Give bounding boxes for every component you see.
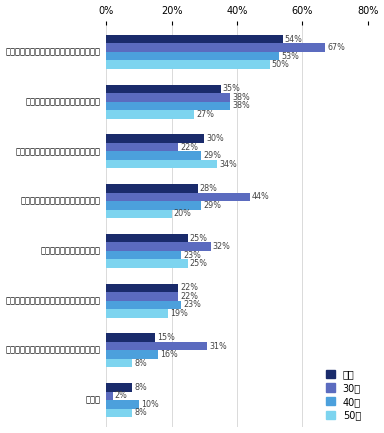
Text: 28%: 28%: [200, 184, 217, 193]
Text: 19%: 19%: [170, 309, 188, 318]
Text: 23%: 23%: [183, 251, 201, 260]
Text: 8%: 8%: [134, 359, 147, 368]
Text: 29%: 29%: [203, 151, 221, 160]
Text: 8%: 8%: [134, 408, 147, 417]
Bar: [106, 242, 211, 251]
Bar: [106, 359, 132, 367]
Bar: [106, 93, 230, 102]
Text: 31%: 31%: [209, 342, 227, 351]
Bar: [106, 110, 194, 119]
Text: 54%: 54%: [285, 35, 303, 44]
Text: 32%: 32%: [213, 242, 231, 251]
Bar: [106, 152, 201, 160]
Text: 22%: 22%: [180, 292, 198, 301]
Text: 29%: 29%: [203, 201, 221, 210]
Bar: [106, 201, 201, 210]
Text: 10%: 10%: [141, 400, 159, 409]
Bar: [106, 135, 204, 143]
Text: 16%: 16%: [161, 350, 178, 359]
Text: 50%: 50%: [271, 60, 290, 69]
Bar: [106, 383, 132, 391]
Text: 67%: 67%: [327, 43, 345, 52]
Text: 20%: 20%: [174, 209, 191, 218]
Text: 38%: 38%: [232, 101, 250, 110]
Text: 2%: 2%: [114, 391, 127, 401]
Bar: [106, 292, 178, 301]
Bar: [106, 85, 220, 93]
Bar: [106, 342, 207, 350]
Text: 22%: 22%: [180, 143, 198, 152]
Bar: [106, 301, 181, 309]
Text: 22%: 22%: [180, 284, 198, 292]
Bar: [106, 391, 113, 400]
Bar: [106, 184, 198, 193]
Text: 34%: 34%: [219, 160, 237, 168]
Text: 27%: 27%: [196, 110, 214, 119]
Text: 25%: 25%: [190, 259, 208, 268]
Bar: [106, 43, 325, 52]
Bar: [106, 60, 270, 69]
Text: 15%: 15%: [157, 333, 175, 342]
Bar: [106, 234, 188, 242]
Bar: [106, 193, 250, 201]
Bar: [106, 35, 283, 43]
Bar: [106, 160, 217, 168]
Text: 30%: 30%: [206, 134, 224, 143]
Legend: 全体, 30代, 40代, 50代: 全体, 30代, 40代, 50代: [324, 367, 363, 423]
Text: 25%: 25%: [190, 234, 208, 243]
Text: 38%: 38%: [232, 93, 250, 102]
Bar: [106, 350, 159, 359]
Bar: [106, 259, 188, 268]
Text: 53%: 53%: [281, 52, 299, 61]
Bar: [106, 333, 155, 342]
Text: 8%: 8%: [134, 383, 147, 392]
Bar: [106, 284, 178, 292]
Bar: [106, 210, 172, 218]
Bar: [106, 309, 168, 317]
Bar: [106, 409, 132, 417]
Bar: [106, 400, 139, 409]
Bar: [106, 102, 230, 110]
Text: 44%: 44%: [252, 192, 270, 201]
Bar: [106, 143, 178, 152]
Text: 23%: 23%: [183, 301, 201, 309]
Bar: [106, 251, 181, 259]
Text: 35%: 35%: [223, 84, 240, 94]
Bar: [106, 52, 280, 60]
